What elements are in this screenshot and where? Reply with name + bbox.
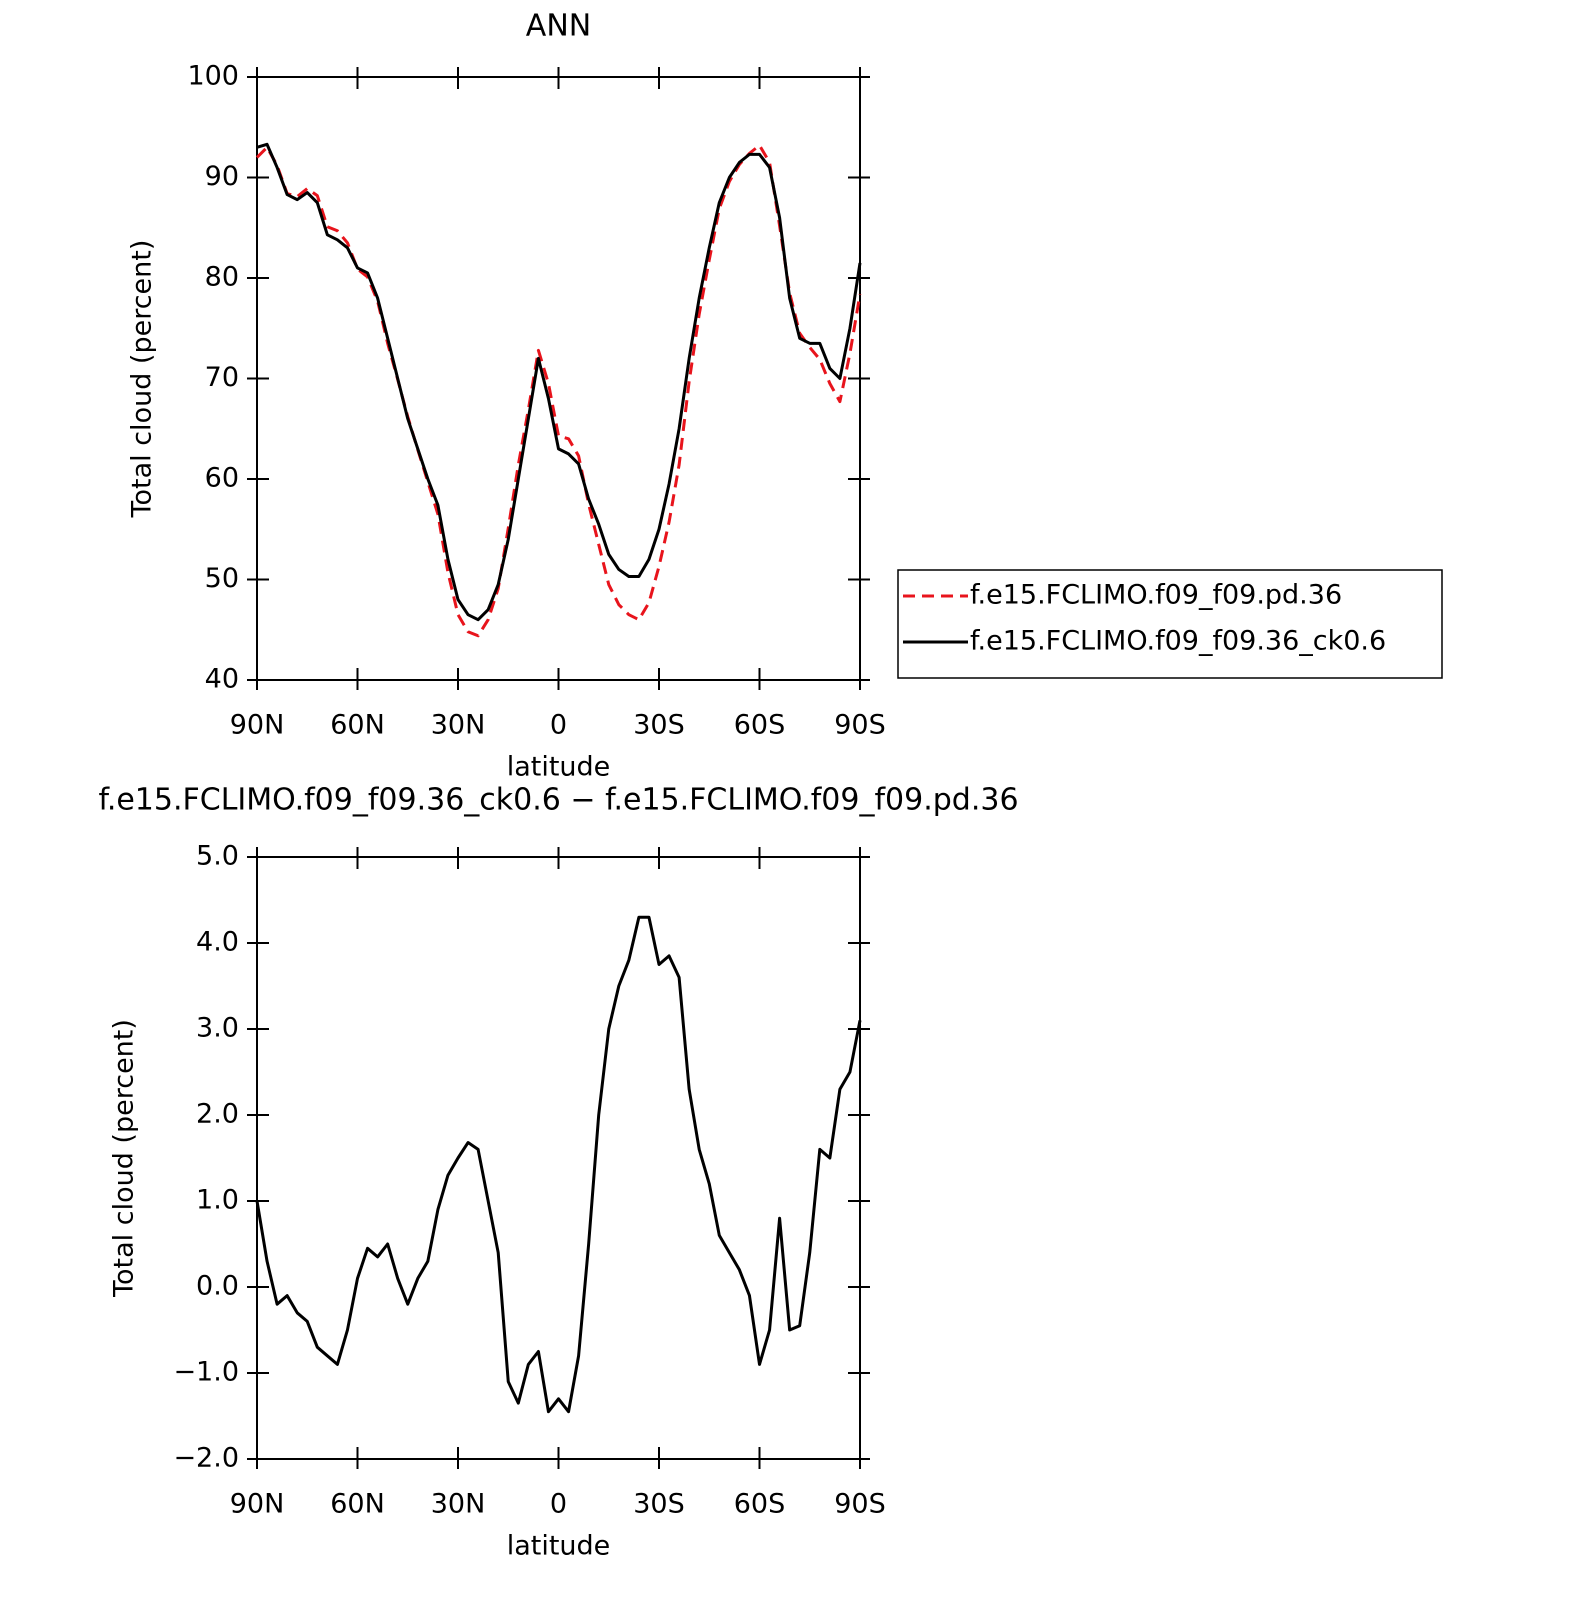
data-line xyxy=(255,143,862,638)
y-tick-label: 0.0 xyxy=(196,1271,239,1302)
legend-box xyxy=(897,569,1443,679)
x-tick-label: 90S xyxy=(834,710,886,741)
y-tick-label: 60 xyxy=(205,463,239,494)
y-tick-label: 80 xyxy=(205,262,239,293)
y-tick-label: 40 xyxy=(205,664,239,695)
y-tick-label: 50 xyxy=(205,563,239,594)
y-tick-label: 100 xyxy=(187,61,239,92)
chart-title: ANN xyxy=(526,9,591,44)
x-tick-label: 30N xyxy=(431,710,486,741)
y-tick-label: 70 xyxy=(205,362,239,393)
y-axis-label: Total cloud (percent) xyxy=(109,1019,140,1298)
chart-title: f.e15.FCLIMO.f09_f09.36_ck0.6 − f.e15.FC… xyxy=(98,783,1018,818)
x-tick-label: 0 xyxy=(550,710,567,741)
x-tick-label: 0 xyxy=(550,1489,567,1520)
x-tick-label: 30S xyxy=(633,1489,685,1520)
y-tick-label: −1.0 xyxy=(173,1357,239,1388)
x-tick-label: 60S xyxy=(734,1489,786,1520)
x-axis-label: latitude xyxy=(507,752,611,783)
x-tick-label: 60N xyxy=(330,710,385,741)
y-tick-label: 4.0 xyxy=(196,927,239,958)
y-tick-label: 5.0 xyxy=(196,841,239,872)
x-tick-label: 90N xyxy=(230,1489,285,1520)
legend-label: f.e15.FCLIMO.f09_f09.pd.36 xyxy=(970,580,1342,611)
y-tick-label: 90 xyxy=(205,161,239,192)
y-tick-label: 1.0 xyxy=(196,1185,239,1216)
x-tick-label: 30N xyxy=(431,1489,486,1520)
plot-frame xyxy=(256,856,861,1460)
x-tick-label: 30S xyxy=(633,710,685,741)
legend-label: f.e15.FCLIMO.f09_f09.36_ck0.6 xyxy=(970,626,1386,657)
data-line xyxy=(256,142,862,622)
x-tick-label: 60S xyxy=(734,710,786,741)
y-tick-label: 2.0 xyxy=(196,1099,239,1130)
y-tick-label: 3.0 xyxy=(196,1013,239,1044)
x-tick-label: 90S xyxy=(834,1489,886,1520)
y-axis-label: Total cloud (percent) xyxy=(127,240,158,519)
x-axis-label: latitude xyxy=(507,1531,611,1562)
x-tick-label: 60N xyxy=(330,1489,385,1520)
data-line xyxy=(255,915,862,1414)
x-tick-label: 90N xyxy=(230,710,285,741)
y-tick-label: −2.0 xyxy=(173,1443,239,1474)
